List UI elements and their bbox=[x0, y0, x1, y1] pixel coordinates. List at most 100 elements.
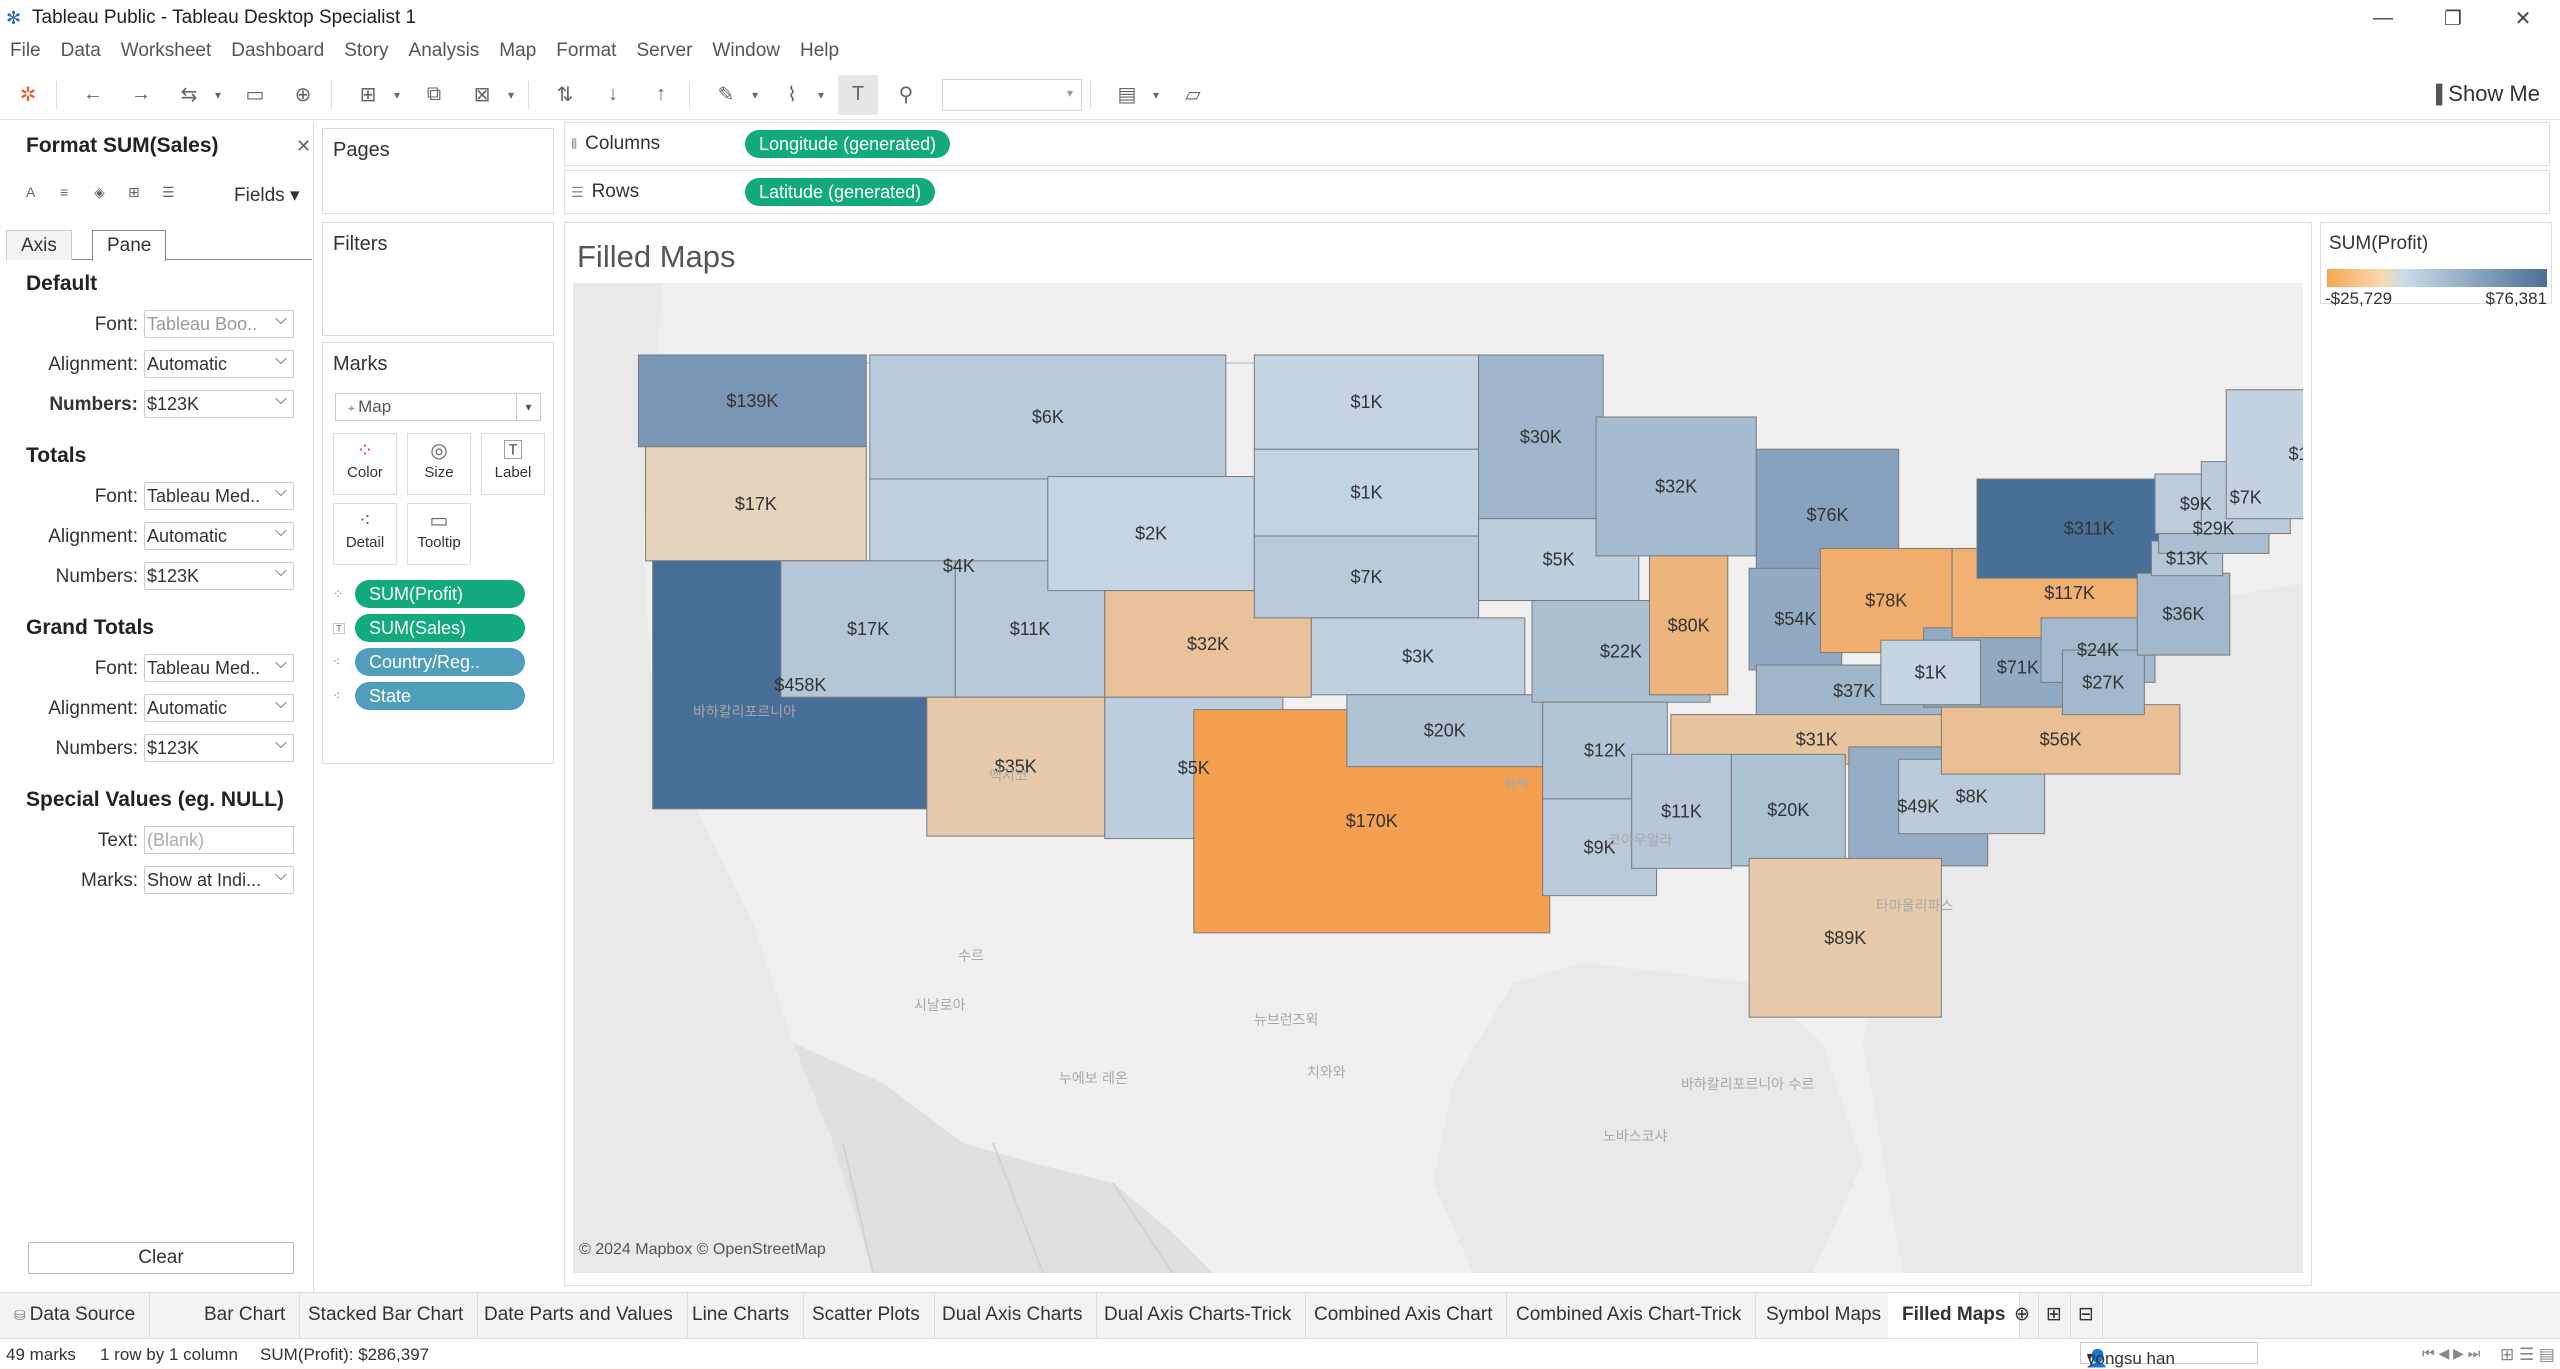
state-region[interactable] bbox=[2225, 389, 2303, 520]
view-mode-icons[interactable]: ⊞ ☰ ▤ bbox=[2500, 1345, 2555, 1364]
special-marks-select[interactable]: Show at Indi... bbox=[144, 866, 294, 894]
tab-axis[interactable]: Axis bbox=[6, 230, 72, 260]
tooltip-button[interactable]: ▭ Tooltip bbox=[407, 503, 471, 565]
group-members-icon[interactable]: ⌇ bbox=[787, 84, 797, 106]
tab-symbol-maps[interactable]: Symbol Maps bbox=[1752, 1293, 1897, 1339]
state-region[interactable] bbox=[1478, 354, 1604, 520]
lines-format-icon[interactable]: ☰ bbox=[162, 184, 175, 200]
sales-label-pill[interactable]: SUM(Sales) bbox=[355, 614, 525, 642]
grand-totals-numbers-select[interactable]: $123K bbox=[144, 734, 294, 762]
state-region[interactable] bbox=[1595, 416, 1757, 557]
tab-combined-axis-chart-trick[interactable]: Combined Axis Chart-Trick bbox=[1502, 1293, 1757, 1339]
state-region[interactable] bbox=[1253, 354, 1480, 450]
state-region[interactable] bbox=[926, 696, 1106, 837]
mark-type-select[interactable]: ⌖ Map ▾ bbox=[335, 393, 541, 421]
sort-descending-icon[interactable]: ↑ bbox=[656, 83, 666, 105]
special-text-input[interactable]: (Blank) bbox=[144, 826, 294, 854]
close-icon[interactable]: ✕ bbox=[296, 136, 312, 156]
fix-axes-icon[interactable]: ⚲ bbox=[898, 84, 914, 106]
state-region[interactable] bbox=[869, 354, 1227, 480]
detail-button[interactable]: ⁖ Detail bbox=[333, 503, 397, 565]
grand-totals-font-select[interactable]: Tableau Med.. bbox=[144, 654, 294, 682]
new-dashboard-tab-icon[interactable]: ⊞ bbox=[2038, 1293, 2071, 1339]
new-worksheet-icon[interactable]: ⊞ bbox=[359, 84, 377, 106]
country-detail-pill[interactable]: Country/Reg.. bbox=[355, 648, 525, 676]
menu-analysis[interactable]: Analysis bbox=[408, 40, 480, 61]
filters-shelf[interactable]: Filters bbox=[322, 222, 554, 336]
tab-data-source[interactable]: ⛁ Data Source bbox=[0, 1293, 151, 1339]
tab-filled-maps[interactable]: Filled Maps bbox=[1888, 1293, 2021, 1339]
filled-map[interactable]: $139K $17K $458K $6K $4K $17K $11K $35K $2K $32K $… bbox=[573, 283, 2303, 1273]
font-format-icon[interactable]: A bbox=[26, 184, 36, 200]
show-me-button[interactable]: ▐ Show Me bbox=[2429, 81, 2540, 106]
default-font-select[interactable]: Tableau Boo.. bbox=[144, 310, 294, 338]
state-region[interactable] bbox=[645, 446, 867, 562]
size-button[interactable]: ◎ Size bbox=[407, 433, 471, 495]
tab-dual-axis-charts[interactable]: Dual Axis Charts bbox=[928, 1293, 1098, 1339]
shading-format-icon[interactable]: ◈ bbox=[94, 184, 105, 200]
menu-data[interactable]: Data bbox=[60, 40, 101, 61]
state-region[interactable] bbox=[1253, 448, 1480, 537]
menu-window[interactable]: Window bbox=[712, 40, 780, 61]
replay-dropdown-icon[interactable]: ▾ bbox=[214, 87, 222, 102]
totals-alignment-select[interactable]: Automatic bbox=[144, 522, 294, 550]
close-window-icon[interactable]: ✕ bbox=[2514, 7, 2532, 30]
grand-totals-alignment-select[interactable]: Automatic bbox=[144, 694, 294, 722]
user-menu[interactable]: 👤 yongsu han ▾ bbox=[2080, 1342, 2258, 1368]
tab-bar-chart[interactable]: Bar Chart bbox=[190, 1293, 301, 1339]
tab-date-parts-and-values[interactable]: Date Parts and Values bbox=[470, 1293, 688, 1339]
menu-file[interactable]: File bbox=[10, 40, 41, 61]
state-region[interactable] bbox=[2061, 649, 2145, 716]
tab-pane[interactable]: Pane bbox=[92, 230, 167, 261]
new-worksheet-dropdown-icon[interactable]: ▾ bbox=[393, 87, 401, 102]
default-alignment-select[interactable]: Automatic bbox=[144, 350, 294, 378]
state-region[interactable] bbox=[1310, 617, 1526, 696]
restore-icon[interactable]: ❐ bbox=[2444, 7, 2462, 30]
label-button[interactable]: 🅃 Label bbox=[481, 433, 545, 495]
state-region[interactable] bbox=[780, 560, 956, 698]
minimize-icon[interactable]: — bbox=[2373, 6, 2393, 29]
redo-icon[interactable]: → bbox=[131, 83, 151, 105]
menu-dashboard[interactable]: Dashboard bbox=[231, 40, 325, 61]
fields-dropdown[interactable]: Fields ▾ bbox=[234, 185, 300, 206]
state-region[interactable] bbox=[1748, 857, 1942, 1018]
state-region[interactable] bbox=[1346, 694, 1544, 768]
profit-color-pill[interactable]: SUM(Profit) bbox=[355, 580, 525, 608]
borders-format-icon[interactable]: ⊞ bbox=[128, 184, 140, 200]
menu-format[interactable]: Format bbox=[556, 40, 617, 61]
new-worksheet-tab-icon[interactable]: ⊕ bbox=[2006, 1293, 2039, 1339]
menu-story[interactable]: Story bbox=[344, 40, 389, 61]
save-icon[interactable]: ▭ bbox=[245, 84, 265, 106]
state-region[interactable] bbox=[1880, 639, 1982, 706]
clear-sheet-dropdown-icon[interactable]: ▾ bbox=[507, 87, 515, 102]
default-numbers-select[interactable]: $123K bbox=[144, 390, 294, 418]
sheet-nav-icons[interactable]: ⏮ ◀ ▶ ⏭ bbox=[2422, 1345, 2481, 1361]
state-detail-pill[interactable]: State bbox=[355, 682, 525, 710]
tab-line-charts[interactable]: Line Charts bbox=[678, 1293, 805, 1339]
new-story-tab-icon[interactable]: ⊟ bbox=[2070, 1293, 2103, 1339]
fit-dropdown[interactable] bbox=[942, 78, 1082, 111]
tableau-home-icon[interactable]: ✲ bbox=[19, 84, 37, 106]
state-region[interactable] bbox=[2136, 572, 2231, 656]
replay-icon[interactable]: ⇆ bbox=[180, 84, 198, 106]
highlight-dropdown-icon[interactable]: ▾ bbox=[751, 87, 759, 102]
profit-color-legend[interactable]: SUM(Profit) -$25,729 $76,381 bbox=[2320, 222, 2552, 308]
state-region[interactable] bbox=[1730, 753, 1846, 867]
latitude-pill[interactable]: Latitude (generated) bbox=[745, 178, 936, 206]
state-region[interactable] bbox=[1648, 555, 1729, 696]
columns-shelf[interactable]: ⦀ Columns Longitude (generated) bbox=[564, 122, 2550, 166]
undo-icon[interactable]: ← bbox=[83, 83, 103, 105]
state-region[interactable] bbox=[1253, 535, 1480, 619]
group-dropdown-icon[interactable]: ▾ bbox=[817, 87, 825, 102]
rows-shelf[interactable]: ☰ Rows Latitude (generated) bbox=[564, 170, 2550, 214]
menu-help[interactable]: Help bbox=[800, 40, 840, 61]
tab-scatter-plots[interactable]: Scatter Plots bbox=[798, 1293, 935, 1339]
clear-sheet-icon[interactable]: ⊠ bbox=[473, 84, 491, 106]
pages-shelf[interactable]: Pages bbox=[322, 128, 554, 214]
state-region[interactable] bbox=[1940, 704, 2181, 775]
swap-rows-columns-icon[interactable]: ⇅ bbox=[556, 84, 574, 106]
tab-combined-axis-chart[interactable]: Combined Axis Chart bbox=[1300, 1293, 1508, 1339]
menu-worksheet[interactable]: Worksheet bbox=[120, 40, 212, 61]
totals-numbers-select[interactable]: $123K bbox=[144, 562, 294, 590]
tab-dual-axis-charts-trick[interactable]: Dual Axis Charts-Trick bbox=[1090, 1293, 1307, 1339]
